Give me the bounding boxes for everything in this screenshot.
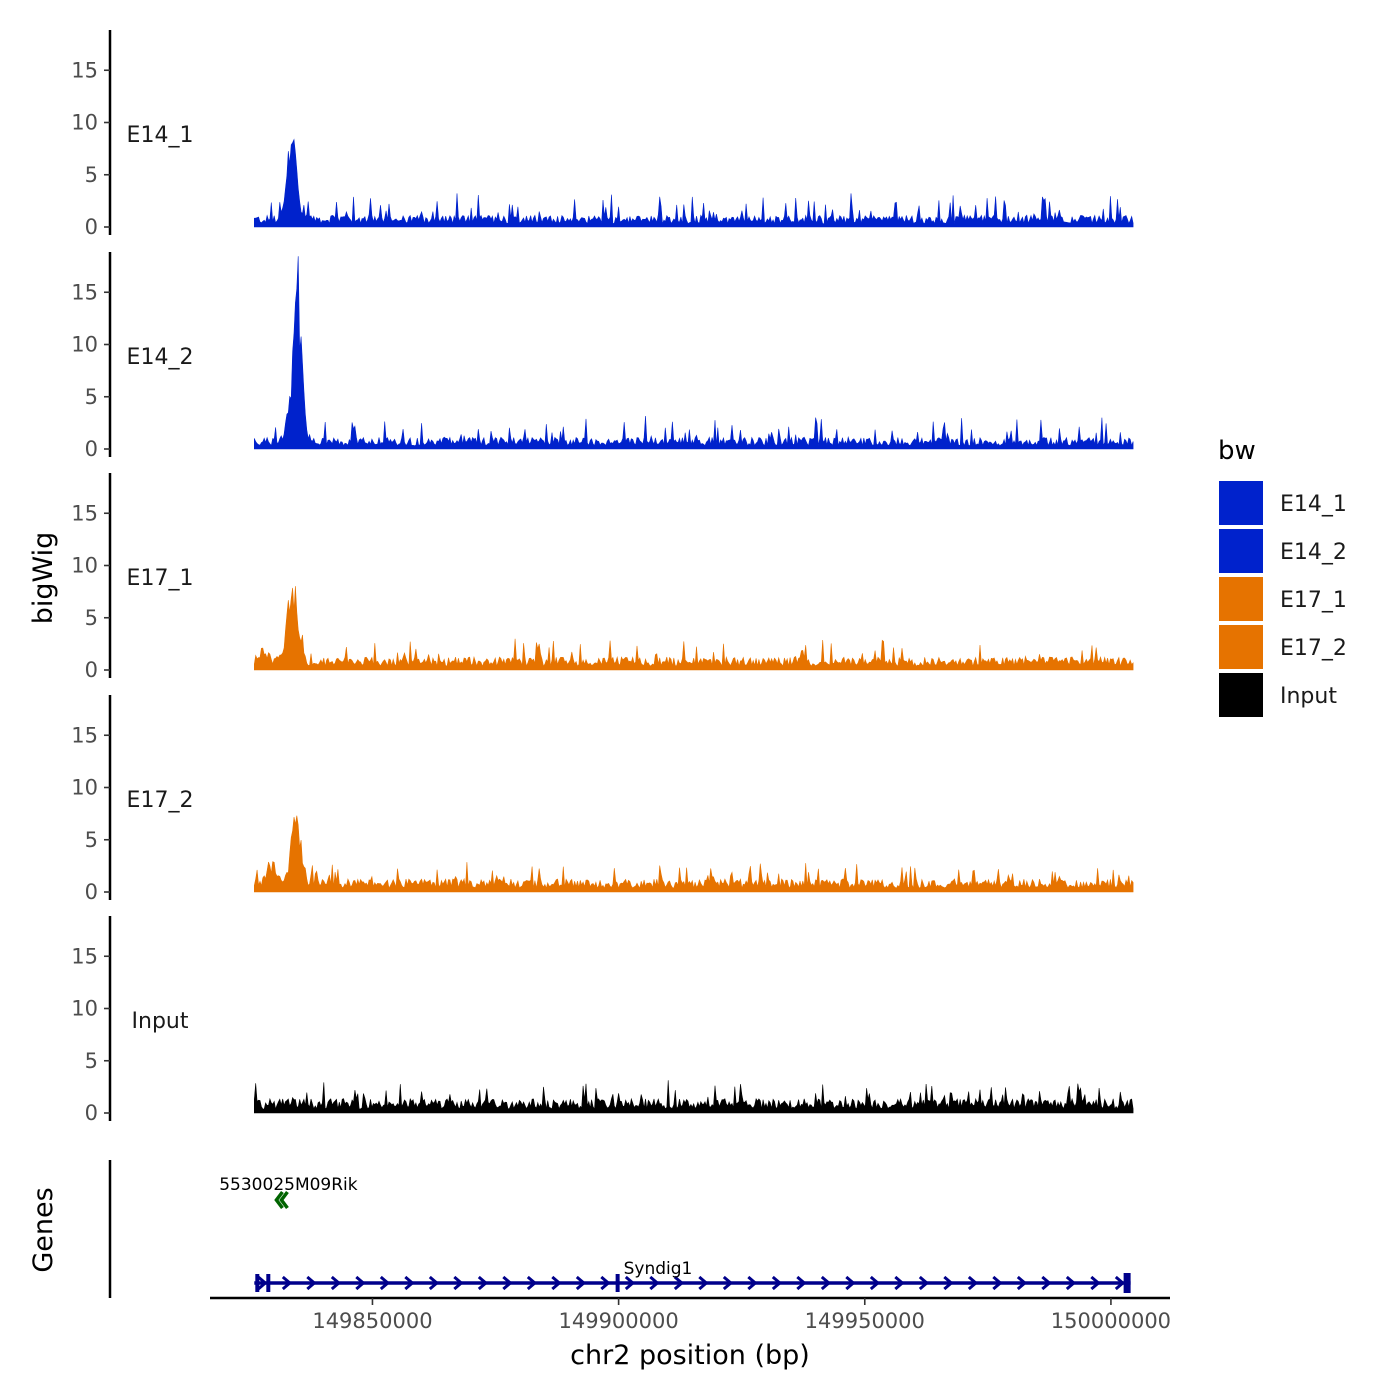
- y-tick-label: 15: [71, 58, 98, 82]
- signal-area-E14_2: [254, 256, 1134, 450]
- y-tick-label: 15: [71, 280, 98, 304]
- gene-Syndig1: Syndig1: [254, 1259, 1131, 1293]
- gene-arrows: [274, 1190, 289, 1210]
- y-tick-label: 15: [71, 501, 98, 525]
- y-tick-label: 0: [85, 215, 98, 239]
- gene-exon: [1123, 1273, 1131, 1293]
- track-label: E17_1: [127, 566, 194, 591]
- gene-exon: [615, 1274, 620, 1292]
- legend-entry-E14_1: E14_1: [1217, 479, 1347, 527]
- track-label: E14_2: [127, 345, 194, 370]
- legend-entry-Input: Input: [1217, 671, 1337, 719]
- gene-exon: [266, 1274, 271, 1292]
- x-axis-title: chr2 position (bp): [570, 1340, 810, 1371]
- legend-entry-E14_2: E14_2: [1217, 527, 1347, 575]
- y-tick-label: 10: [71, 333, 98, 357]
- x-tick-label: 150000000: [1051, 1309, 1171, 1333]
- gene-5530025M09Rik: 5530025M09Rik: [219, 1175, 358, 1210]
- legend-key: [1217, 527, 1265, 575]
- legend-label: E14_2: [1280, 540, 1347, 565]
- x-tick-label: 149950000: [805, 1309, 925, 1333]
- gene-label: 5530025M09Rik: [219, 1175, 358, 1195]
- y-tick-label: 10: [71, 554, 98, 578]
- y-tick-label: 15: [71, 723, 98, 747]
- legend-label: E17_2: [1280, 636, 1347, 661]
- track-label: Input: [132, 1009, 189, 1034]
- legend-label: E14_1: [1280, 492, 1347, 517]
- x-tick-label: 149900000: [558, 1309, 678, 1333]
- legend-title: bw: [1218, 436, 1256, 466]
- legend-key: [1217, 623, 1265, 671]
- legend-label: E17_1: [1280, 588, 1347, 613]
- legend-label: Input: [1280, 684, 1337, 709]
- track-label: E14_1: [127, 123, 194, 148]
- panel-Input: 0 5 10 15 Input: [71, 916, 1134, 1125]
- bigwig-panels: 0 5 10 15 E14_1 0 5 10 15 E14_2 0 5 10 15 E17_1 0 5 10 15 E…: [71, 30, 1134, 1125]
- genes-axis-title: Genes: [28, 1187, 59, 1272]
- panel-E14_2: 0 5 10 15 E14_2: [71, 252, 1134, 461]
- y-tick-label: 15: [71, 944, 98, 968]
- gene-label: Syndig1: [624, 1259, 693, 1279]
- legend-key: [1217, 671, 1265, 719]
- y-tick-label: 10: [71, 776, 98, 800]
- panel-E17_1: 0 5 10 15 E17_1: [71, 473, 1134, 682]
- x-axis: 149850000 149900000 149950000 150000000: [210, 1296, 1171, 1333]
- y-tick-label: 0: [85, 1101, 98, 1125]
- signal-area-E14_1: [254, 138, 1134, 228]
- y-tick-label: 10: [71, 997, 98, 1021]
- y-tick-label: 5: [85, 1049, 98, 1073]
- y-tick-label: 10: [71, 111, 98, 135]
- legend-key: [1217, 479, 1265, 527]
- y-tick-label: 5: [85, 163, 98, 187]
- y-tick-label: 0: [85, 658, 98, 682]
- panel-E14_1: 0 5 10 15 E14_1: [71, 30, 1134, 239]
- signal-area-E17_1: [254, 586, 1134, 671]
- gene-exon: [255, 1274, 260, 1292]
- y-tick-label: 0: [85, 880, 98, 904]
- y-tick-label: 5: [85, 606, 98, 630]
- track-label: E17_2: [127, 788, 194, 813]
- y-tick-label: 0: [85, 437, 98, 461]
- legend-entry-E17_2: E17_2: [1217, 623, 1347, 671]
- legend-entry-E17_1: E17_1: [1217, 575, 1347, 623]
- x-tick-label: 149850000: [312, 1309, 432, 1333]
- panel-E17_2: 0 5 10 15 E17_2: [71, 695, 1134, 904]
- y-tick-label: 5: [85, 828, 98, 852]
- genes-track: 5530025M09Rik Syndig1: [108, 1160, 1131, 1298]
- y-axis-title: bigWig: [28, 532, 59, 625]
- signal-area-Input: [254, 1080, 1134, 1114]
- legend-key: [1217, 575, 1265, 623]
- gene-arrows: [257, 1275, 1126, 1291]
- legend: bw E14_1 E14_2 E17_1 E17_2 Input: [1217, 436, 1347, 719]
- y-tick-label: 5: [85, 385, 98, 409]
- signal-area-E17_2: [254, 815, 1134, 893]
